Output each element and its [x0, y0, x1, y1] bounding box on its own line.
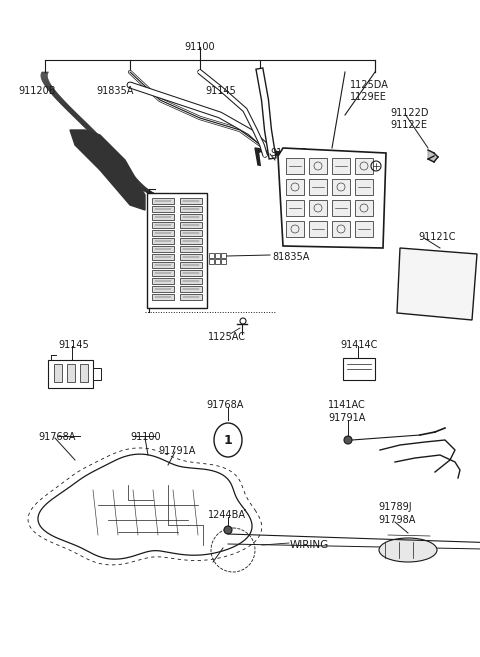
Bar: [309, 158, 327, 174]
Text: 91145: 91145: [205, 86, 236, 96]
Bar: [221, 253, 226, 258]
Bar: [180, 262, 202, 268]
Bar: [180, 238, 202, 244]
Text: 1125DA: 1125DA: [350, 80, 389, 90]
Bar: [332, 221, 350, 237]
Bar: [332, 158, 350, 174]
Text: 1244BA: 1244BA: [208, 510, 246, 520]
Bar: [180, 286, 202, 292]
Bar: [180, 230, 202, 236]
Bar: [152, 254, 174, 260]
Bar: [221, 259, 226, 264]
Text: 91791A: 91791A: [158, 446, 195, 456]
Bar: [343, 358, 375, 380]
Ellipse shape: [379, 538, 437, 562]
Text: 81835A: 81835A: [272, 252, 310, 262]
Bar: [286, 200, 304, 216]
Bar: [286, 221, 304, 237]
Bar: [48, 360, 93, 388]
Polygon shape: [278, 148, 386, 248]
Bar: [355, 179, 373, 195]
Bar: [180, 206, 202, 212]
Bar: [152, 286, 174, 292]
Text: 91835A: 91835A: [96, 86, 133, 96]
Text: 91768A: 91768A: [38, 432, 75, 442]
Bar: [332, 179, 350, 195]
Text: 1125AC: 1125AC: [208, 332, 246, 342]
Bar: [309, 221, 327, 237]
Bar: [209, 253, 214, 258]
Bar: [180, 198, 202, 204]
Text: WIRING: WIRING: [290, 540, 329, 550]
Bar: [152, 222, 174, 228]
Text: 91120B: 91120B: [18, 86, 56, 96]
Text: 91789J: 91789J: [378, 502, 412, 512]
Bar: [152, 214, 174, 220]
Bar: [180, 294, 202, 300]
Bar: [215, 253, 220, 258]
Bar: [286, 158, 304, 174]
Bar: [286, 179, 304, 195]
Text: 91791A: 91791A: [328, 413, 365, 423]
Text: 1141AC: 1141AC: [328, 400, 366, 410]
Text: 91145: 91145: [58, 340, 89, 350]
Bar: [80, 364, 88, 382]
Bar: [152, 230, 174, 236]
Bar: [180, 254, 202, 260]
Circle shape: [344, 436, 352, 444]
Bar: [54, 364, 62, 382]
Bar: [355, 158, 373, 174]
Polygon shape: [260, 153, 280, 172]
Polygon shape: [70, 130, 145, 210]
Bar: [332, 200, 350, 216]
Text: 91768A: 91768A: [206, 400, 243, 410]
Bar: [355, 221, 373, 237]
Text: 91122D: 91122D: [390, 108, 429, 118]
Bar: [180, 278, 202, 284]
Circle shape: [224, 526, 232, 534]
Text: 91120B: 91120B: [270, 148, 308, 158]
Bar: [152, 198, 174, 204]
Bar: [147, 193, 207, 308]
Polygon shape: [397, 248, 477, 320]
Bar: [152, 278, 174, 284]
Text: 91122E: 91122E: [390, 120, 427, 130]
Bar: [152, 238, 174, 244]
Bar: [67, 364, 75, 382]
Bar: [152, 294, 174, 300]
Bar: [93, 368, 101, 380]
Bar: [209, 259, 214, 264]
Polygon shape: [428, 150, 438, 162]
Bar: [152, 270, 174, 276]
Text: 91798A: 91798A: [378, 515, 415, 525]
Polygon shape: [255, 148, 282, 168]
Bar: [355, 200, 373, 216]
Bar: [180, 222, 202, 228]
Bar: [215, 259, 220, 264]
Bar: [152, 246, 174, 252]
Bar: [309, 179, 327, 195]
Text: 91414C: 91414C: [340, 340, 377, 350]
Text: 91100: 91100: [185, 42, 216, 52]
Text: 1: 1: [224, 434, 232, 447]
Text: 91100: 91100: [130, 432, 161, 442]
Bar: [309, 200, 327, 216]
Bar: [180, 214, 202, 220]
Bar: [152, 262, 174, 268]
Bar: [180, 246, 202, 252]
Text: 1129EE: 1129EE: [350, 92, 387, 102]
Text: 91121C: 91121C: [418, 232, 456, 242]
Circle shape: [240, 318, 246, 324]
Ellipse shape: [214, 423, 242, 457]
Bar: [180, 270, 202, 276]
Bar: [152, 206, 174, 212]
